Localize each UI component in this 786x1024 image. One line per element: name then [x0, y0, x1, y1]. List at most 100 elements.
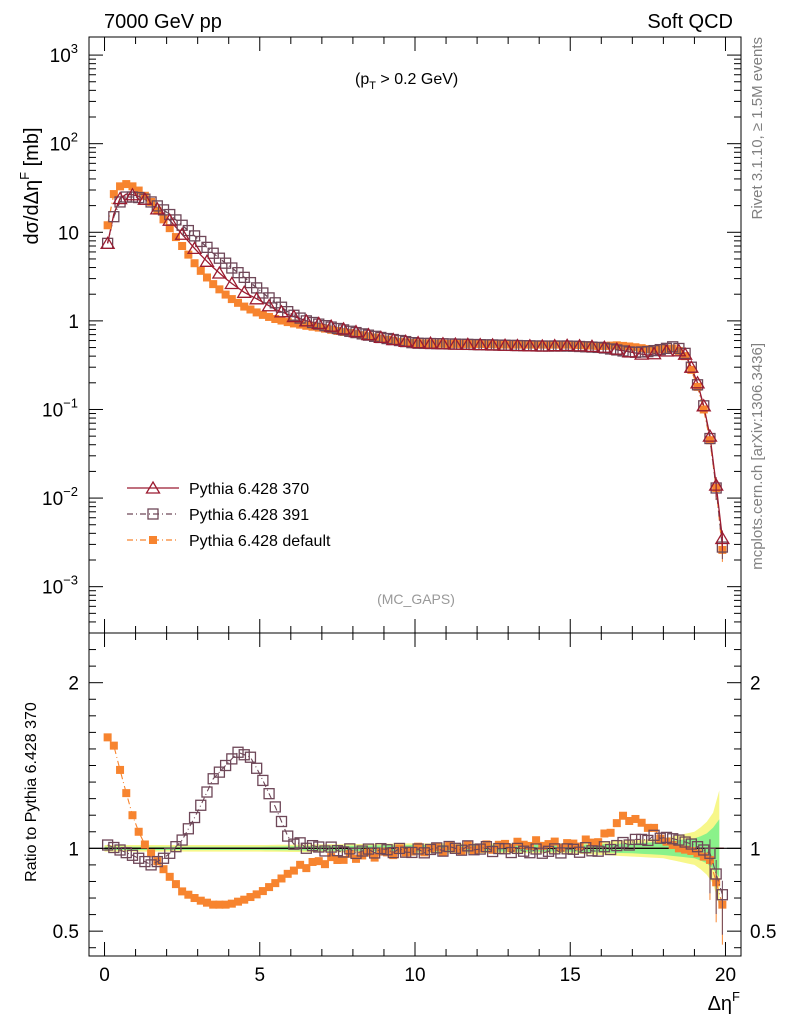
ratio-point-p391: [586, 845, 598, 857]
ratio-point-default: [289, 866, 298, 875]
main-point-default: [134, 186, 143, 195]
main-y-tick-label: 10−2: [42, 484, 78, 510]
legend-marker-p391: [147, 508, 159, 520]
ratio-point-default: [643, 823, 652, 832]
main-point-p391: [586, 341, 598, 353]
ratio-point-default: [302, 864, 311, 873]
ratio-point-default: [159, 865, 168, 874]
ratio-point-p391: [275, 815, 288, 828]
ratio-point-default: [314, 857, 323, 866]
ratio-point-p391: [443, 840, 455, 853]
ratio-point-p391: [685, 838, 697, 850]
ratio-point-p391: [145, 859, 157, 871]
main-point-default: [581, 341, 590, 350]
main-point-p370: [286, 309, 302, 323]
ratio-point-p391: [518, 845, 530, 857]
legend-label-p391: Pythia 6.428 391: [189, 507, 309, 524]
main-point-default: [600, 341, 609, 350]
ratio-point-default: [513, 837, 522, 846]
ratio-point-p391: [282, 830, 294, 842]
main-point-default: [556, 340, 565, 349]
ratio-point-default: [612, 819, 621, 828]
ratio-point-p391: [580, 842, 592, 854]
ratio-point-default: [619, 811, 628, 820]
ratio-point-p391: [511, 842, 524, 855]
ratio-point-p391: [710, 868, 722, 880]
main-y-tick-label: 1: [68, 312, 79, 333]
legend: Pythia 6.428 370 Pythia 6.428 391 Pythia 6…: [127, 480, 331, 550]
ratio-point-p391: [101, 839, 114, 851]
main-point-p370: [99, 236, 116, 249]
ratio-point-p391: [263, 788, 275, 800]
ratio-point-p391: [151, 855, 163, 868]
ratio-point-default: [277, 874, 286, 883]
x-tick-label: 5: [254, 965, 265, 986]
main-point-p370: [112, 191, 128, 205]
main-point-p370: [273, 304, 290, 318]
ratio-point-default: [134, 827, 143, 836]
main-point-default: [277, 316, 286, 325]
main-point-default: [438, 339, 447, 348]
ratio-point-default: [532, 836, 541, 845]
main-point-p391: [195, 235, 207, 248]
ratio-point-p391: [393, 842, 406, 855]
ratio-point-p391: [244, 751, 257, 763]
ratio-point-p391: [251, 762, 263, 774]
x-axis-label: ΔηF: [708, 989, 740, 1015]
ratio-point-p391: [126, 849, 139, 861]
ratio-point-default: [544, 840, 553, 849]
main-point-p370: [671, 343, 687, 357]
ratio-point-default: [519, 840, 528, 849]
main-point-p370: [447, 336, 464, 350]
main-point-p391: [313, 318, 325, 330]
ratio-point-default: [383, 848, 392, 857]
main-point-p370: [708, 477, 724, 491]
main-point-p370: [714, 531, 731, 545]
main-point-default: [116, 182, 125, 191]
main-point-p370: [249, 291, 265, 305]
ratio-point-p391: [679, 836, 691, 848]
main-point-default: [227, 295, 236, 304]
main-point-default: [426, 339, 435, 348]
ratio-point-default: [600, 829, 609, 838]
ratio-point-p391: [337, 846, 350, 858]
ratio-y-tick-label-right: 0.5: [750, 922, 776, 943]
ratio-point-default: [258, 887, 267, 896]
ratio-point-default: [202, 898, 211, 907]
ratio-point-p391: [424, 843, 437, 856]
ratio-point-p391: [455, 844, 468, 856]
main-point-p370: [199, 254, 215, 267]
ratio-point-default: [296, 860, 305, 869]
main-point-default: [209, 280, 218, 289]
ratio-point-p391: [474, 843, 486, 855]
main-point-default: [196, 266, 205, 275]
ratio-point-p391: [195, 799, 207, 811]
ratio-point-p391: [635, 833, 648, 846]
main-point-default: [476, 339, 485, 348]
ratio-point-default: [668, 841, 677, 850]
ratio-point-default: [674, 844, 683, 853]
main-point-default: [122, 180, 131, 189]
main-panel: 10−3 10−2 10−1 1 10 102 103 (pT > 0.2 GeV) dσ/…: [17, 36, 742, 634]
ratio-point-p391: [412, 843, 424, 855]
ratio-y-tick-label-right: 1: [750, 839, 761, 860]
main-point-default: [190, 259, 199, 268]
main-point-default: [544, 340, 553, 349]
ratio-point-default: [178, 887, 187, 896]
ratio-point-default: [426, 844, 435, 853]
ratio-point-p391: [629, 833, 642, 846]
ratio-point-p391: [257, 774, 269, 787]
ratio-point-default: [171, 880, 180, 889]
ratio-point-p391: [139, 855, 151, 868]
ratio-point-default: [140, 840, 149, 849]
main-point-p391: [573, 340, 586, 353]
main-point-p370: [385, 332, 401, 346]
ratio-point-default: [184, 890, 193, 899]
ratio-point-p391: [313, 841, 325, 853]
main-y-tick-label: 102: [50, 130, 78, 156]
ratio-point-p391: [164, 847, 176, 859]
ratio-y-tick-label: 2: [68, 674, 79, 695]
main-point-p370: [298, 313, 314, 327]
main-point-default: [339, 327, 348, 336]
main-point-p370: [584, 339, 600, 352]
